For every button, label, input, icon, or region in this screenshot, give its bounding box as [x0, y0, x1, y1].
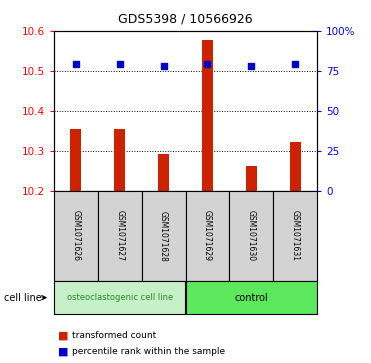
Bar [290, 142, 301, 191]
Text: cell line: cell line [4, 293, 42, 303]
Text: transformed count: transformed count [72, 331, 157, 340]
Text: ■: ■ [58, 331, 68, 341]
Bar [158, 154, 169, 191]
Text: ■: ■ [58, 346, 68, 356]
Text: GSM1071626: GSM1071626 [71, 211, 80, 261]
Text: GSM1071630: GSM1071630 [247, 211, 256, 261]
Bar [246, 166, 257, 191]
Text: GDS5398 / 10566926: GDS5398 / 10566926 [118, 13, 253, 26]
Text: GSM1071631: GSM1071631 [291, 211, 300, 261]
Text: GSM1071627: GSM1071627 [115, 211, 124, 261]
Text: control: control [234, 293, 268, 303]
Text: GSM1071628: GSM1071628 [159, 211, 168, 261]
Text: osteoclastogenic cell line: osteoclastogenic cell line [66, 293, 173, 302]
Bar [70, 129, 81, 191]
Text: percentile rank within the sample: percentile rank within the sample [72, 347, 226, 356]
Text: GSM1071629: GSM1071629 [203, 211, 212, 261]
Bar [114, 129, 125, 191]
Bar [202, 40, 213, 191]
